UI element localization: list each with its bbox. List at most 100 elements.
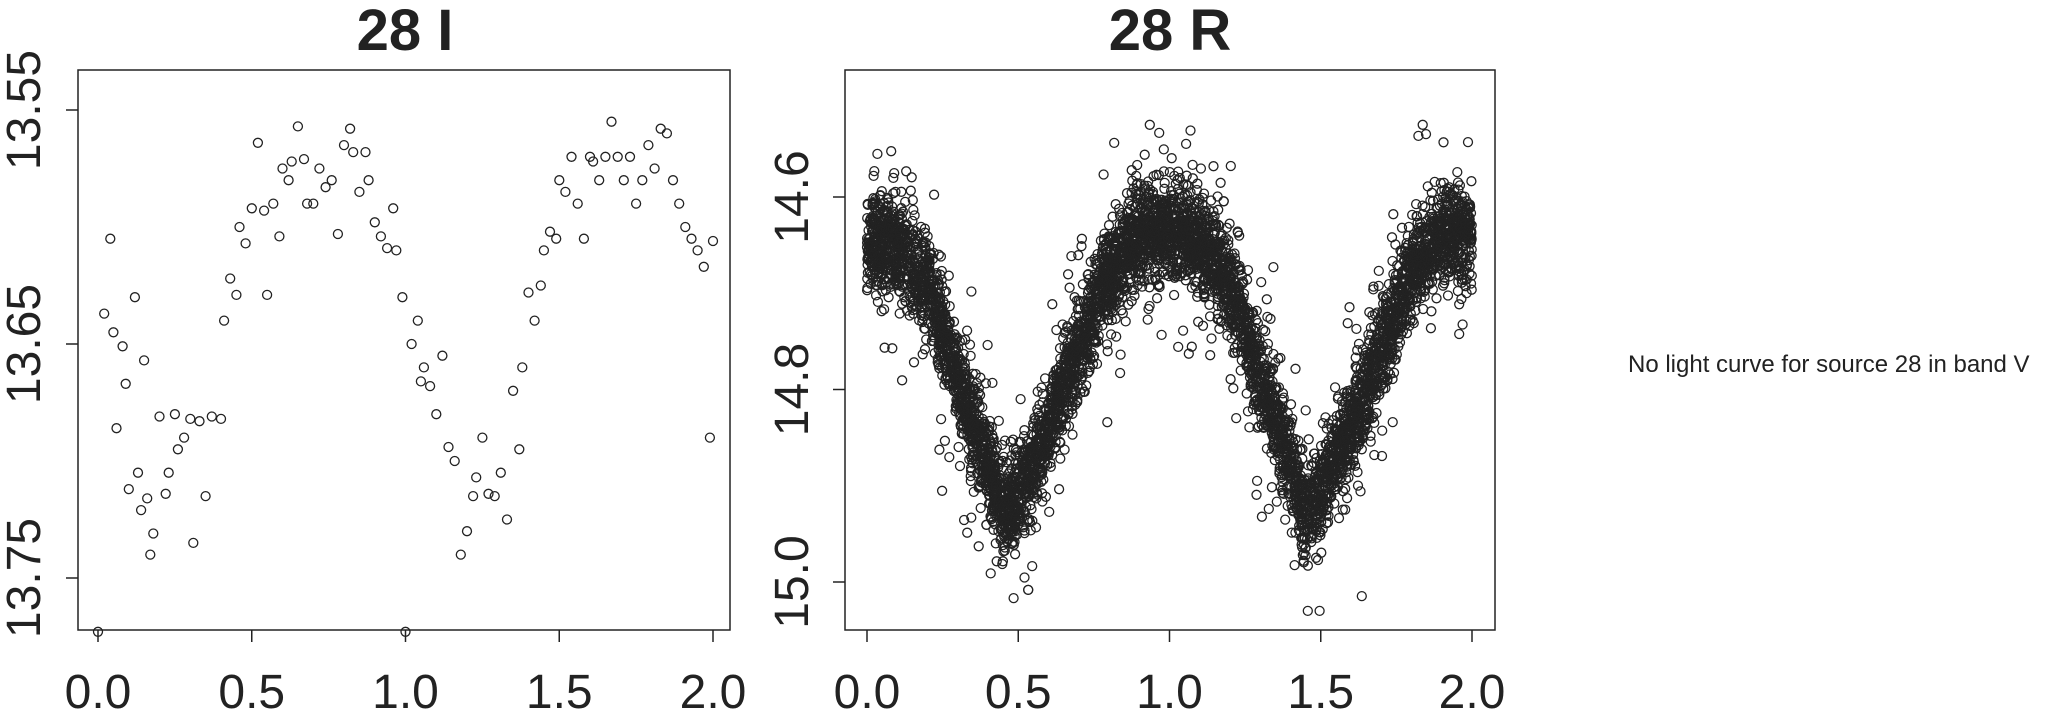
data-point [535, 280, 546, 291]
data-point [477, 432, 488, 443]
data-point [944, 451, 955, 463]
data-point [1411, 292, 1422, 303]
data-point [449, 455, 460, 467]
data-point [1323, 435, 1334, 446]
data-point [1282, 481, 1293, 492]
data-point [1345, 387, 1356, 398]
data-point [169, 409, 181, 420]
data-point [1439, 278, 1450, 289]
data-point [1332, 425, 1343, 436]
data-point [987, 516, 999, 527]
data-point [894, 308, 905, 319]
y-tick-label: 14.8 [766, 343, 819, 436]
data-point [985, 568, 996, 579]
data-point [1085, 256, 1096, 267]
data-point [1300, 405, 1311, 416]
data-point [1142, 180, 1153, 192]
data-point [894, 276, 905, 287]
data-point [966, 286, 977, 297]
data-point [308, 198, 319, 209]
data-point [958, 514, 970, 526]
data-point [1275, 442, 1287, 453]
data-point [1241, 388, 1252, 399]
data-point [1165, 255, 1176, 267]
data-point [431, 409, 442, 420]
data-point [1327, 415, 1338, 426]
data-point [1412, 217, 1423, 229]
data-point [1462, 136, 1474, 148]
data-point [566, 151, 577, 162]
data-point [606, 116, 617, 127]
data-point [1019, 572, 1030, 583]
data-point [495, 467, 506, 478]
data-point [988, 524, 999, 535]
data-point [975, 502, 986, 514]
data-point [1278, 392, 1289, 403]
data-point [1101, 339, 1113, 350]
data-point [704, 432, 716, 443]
data-point [1373, 280, 1384, 292]
data-point [135, 504, 147, 516]
data-point [369, 217, 380, 228]
data-point [461, 526, 473, 537]
data-point [1425, 323, 1437, 334]
data-point [326, 175, 337, 186]
data-point [1081, 380, 1092, 391]
data-point [979, 456, 990, 467]
data-point [1114, 367, 1126, 379]
data-point [514, 444, 525, 455]
data-point [1356, 590, 1367, 602]
data-point [1123, 299, 1134, 310]
data-point [538, 245, 550, 256]
data-point [905, 185, 916, 196]
data-point [1413, 228, 1425, 239]
data-point [1092, 248, 1103, 260]
data-point [1208, 206, 1219, 217]
data-point [962, 527, 973, 538]
data-point [455, 549, 466, 560]
data-point [1337, 486, 1349, 497]
data-point [1019, 506, 1030, 517]
data-point [234, 221, 245, 233]
data-point [1168, 289, 1180, 301]
data-point [1457, 319, 1468, 330]
data-point [944, 301, 955, 312]
data-point [1192, 178, 1203, 189]
data-point [900, 251, 912, 262]
data-point [231, 289, 242, 301]
data-point [129, 292, 141, 303]
x-tick-label: 2.0 [1439, 666, 1506, 710]
data-point [1036, 382, 1047, 393]
data-point [961, 325, 973, 336]
data-point [274, 231, 285, 242]
y-tick-label: 13.55 [0, 50, 51, 170]
data-point [194, 416, 205, 427]
data-point [375, 231, 387, 242]
data-point [1212, 288, 1223, 300]
data-point [630, 198, 642, 209]
data-point [1008, 592, 1019, 604]
data-point [1251, 475, 1263, 487]
data-point [467, 490, 479, 502]
data-point [298, 153, 310, 165]
data-point [1045, 412, 1056, 423]
data-point [443, 441, 454, 453]
data-point [1205, 350, 1216, 361]
data-point [551, 233, 562, 244]
data-point [1178, 262, 1190, 274]
data-point [332, 228, 344, 240]
data-point [246, 203, 257, 214]
data-point [1204, 299, 1215, 310]
data-point [1371, 407, 1382, 419]
data-point [1154, 281, 1165, 293]
data-point [1006, 450, 1017, 461]
scatter-points [861, 119, 1477, 617]
data-point [437, 350, 448, 361]
data-point [918, 237, 929, 249]
data-point [178, 432, 190, 443]
data-point [1257, 324, 1269, 335]
data-point [984, 415, 995, 427]
data-point [1286, 527, 1297, 538]
data-point [1265, 313, 1276, 324]
